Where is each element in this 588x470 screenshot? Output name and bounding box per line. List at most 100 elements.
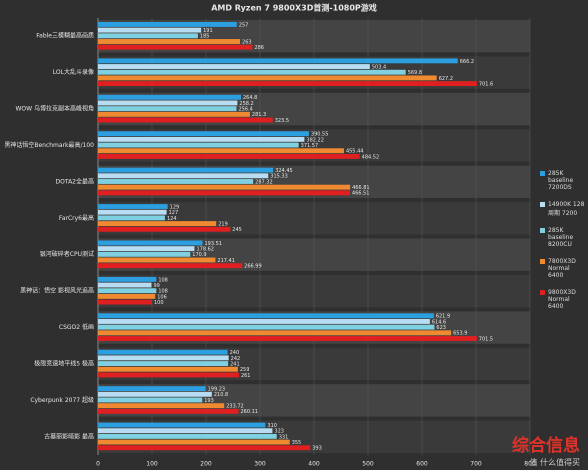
value-label: 263 — [242, 39, 252, 45]
value-label: 256.4 — [238, 107, 252, 113]
value-label: 466.81 — [352, 185, 370, 191]
legend-label: 7800X3D Normal 6400 — [548, 258, 576, 279]
bar — [98, 391, 212, 397]
watermark-sub: 值 什么值得买 — [529, 458, 580, 467]
bar — [98, 209, 167, 215]
value-label: 233.72 — [226, 404, 244, 410]
x-tick-label: 300 — [254, 461, 266, 468]
bar — [98, 319, 430, 324]
bar — [98, 190, 350, 196]
bar — [98, 386, 206, 392]
value-label: 127 — [169, 210, 179, 216]
value-label: 99 — [153, 283, 159, 289]
value-label: 315.33 — [270, 174, 288, 180]
value-label: 258.2 — [239, 101, 253, 107]
bar — [98, 94, 241, 100]
y-tick-label: LOL大乱斗录像 — [53, 68, 94, 76]
value-label: 466.51 — [352, 191, 370, 197]
value-label: 623 — [436, 325, 446, 331]
bar — [98, 136, 305, 142]
value-label: 108 — [158, 289, 168, 295]
value-label: 324.45 — [275, 168, 293, 174]
x-tick-label: 600 — [416, 461, 428, 468]
bar — [98, 408, 239, 414]
y-tick-label: 银河破碎者CPU测试 — [40, 250, 94, 258]
bar — [98, 349, 228, 355]
value-label: 371.57 — [301, 143, 319, 149]
bar — [98, 167, 274, 173]
x-tick-label: 800 — [524, 461, 536, 468]
value-label: 191 — [203, 28, 213, 34]
value-label: 331 — [279, 434, 289, 440]
bar — [98, 366, 238, 372]
value-label: 193 — [204, 398, 214, 404]
bar — [98, 44, 253, 50]
value-label: 264.8 — [243, 95, 257, 101]
bar — [98, 215, 165, 221]
y-tick-label: 黑神话：悟空 影视风光追高 — [20, 287, 94, 295]
value-label: 245 — [232, 227, 242, 233]
legend: 285K baseline 7200DS 14900K 128周期 7200 285… — [540, 170, 586, 320]
value-label: 106 — [157, 294, 167, 300]
y-tick-label: 极限竞速地平线5 极高 — [34, 359, 94, 367]
value-label: 242 — [231, 356, 241, 362]
bar — [98, 75, 437, 81]
legend-item: 14900K 128周期 7200 — [540, 201, 586, 217]
bar — [98, 106, 237, 112]
bar — [98, 179, 254, 184]
bar — [98, 330, 452, 336]
value-label: 484.52 — [362, 154, 380, 160]
bar — [98, 293, 156, 299]
legend-swatch — [540, 259, 545, 264]
bar — [98, 439, 290, 445]
legend-label: 9800X3D Normal 6400 — [548, 289, 576, 310]
value-label: 614.6 — [432, 319, 446, 325]
bar — [98, 22, 237, 27]
bar — [98, 240, 203, 246]
y-tick-label: CSGO2 低画 — [59, 323, 94, 331]
value-label: 281.3 — [252, 112, 266, 118]
bar — [98, 403, 225, 409]
legend-label: 285K baseline 7200DS — [548, 170, 574, 191]
value-label: 503.4 — [372, 64, 386, 70]
bar — [98, 33, 198, 39]
y-tick-label: 黑神话悟空Benchmark最高/100 — [4, 141, 94, 149]
y-tick-label: FarCry6最高 — [59, 214, 94, 222]
bar — [98, 142, 299, 148]
bar — [98, 58, 458, 64]
value-label: 259 — [240, 367, 250, 373]
legend-swatch — [540, 228, 545, 233]
value-label: 210.8 — [214, 392, 228, 398]
value-label: 257 — [239, 22, 249, 28]
x-tick-label: 700 — [470, 461, 482, 468]
value-label: 701.5 — [479, 336, 493, 342]
bar — [98, 282, 152, 288]
value-label: 170.9 — [192, 252, 206, 258]
bar — [98, 263, 243, 269]
value-label: 653.9 — [453, 331, 467, 337]
value-label: 323 — [274, 429, 284, 435]
legend-item: 7800X3D Normal 6400 — [540, 258, 586, 279]
bar — [98, 288, 157, 294]
bar — [98, 324, 435, 330]
bar — [98, 153, 360, 159]
bar — [98, 148, 344, 154]
value-label: 185 — [200, 34, 210, 40]
bar — [98, 397, 203, 403]
value-label: 621.9 — [436, 314, 450, 320]
bar — [98, 313, 434, 319]
value-label: 240 — [230, 350, 240, 356]
value-label: 355 — [292, 440, 302, 446]
bar — [98, 221, 217, 227]
bar — [98, 433, 277, 439]
value-label: 219 — [218, 221, 228, 227]
bar — [98, 251, 191, 257]
bar — [98, 372, 239, 378]
value-label: 261 — [241, 373, 251, 379]
bar — [98, 81, 477, 87]
bar — [98, 39, 241, 44]
value-label: 666.2 — [460, 59, 474, 65]
bar — [98, 428, 273, 434]
value-label: 217.41 — [217, 258, 235, 264]
